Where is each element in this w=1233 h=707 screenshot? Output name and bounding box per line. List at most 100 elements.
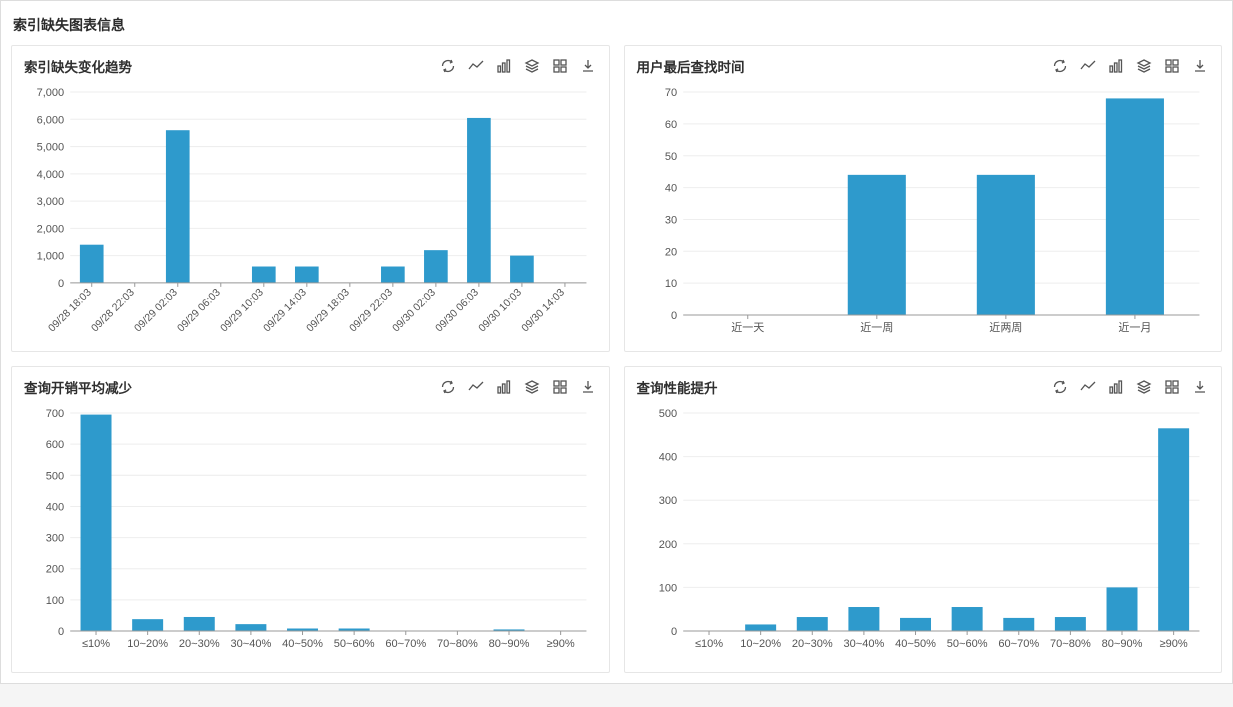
- bar[interactable]: [381, 267, 405, 283]
- chart-svg-last_lookup: 010203040506070近一天近一周近两周近一月: [637, 82, 1210, 343]
- line-icon[interactable]: [467, 57, 485, 75]
- bar[interactable]: [1106, 588, 1137, 632]
- svg-text:近一周: 近一周: [860, 321, 893, 334]
- svg-text:5,000: 5,000: [37, 142, 65, 154]
- svg-text:40: 40: [664, 183, 676, 195]
- svg-text:09/28 22:03: 09/28 22:03: [89, 286, 137, 334]
- bar[interactable]: [796, 617, 827, 631]
- svg-text:近两周: 近两周: [989, 321, 1022, 334]
- chart-body: 0100200300400500≤10%10~20%20~30%30~40%40…: [637, 403, 1210, 664]
- bar[interactable]: [132, 619, 163, 631]
- svg-text:50~60%: 50~60%: [334, 638, 375, 650]
- bar[interactable]: [81, 415, 112, 631]
- bars-icon[interactable]: [495, 57, 513, 75]
- bars-icon[interactable]: [1107, 57, 1125, 75]
- bar[interactable]: [510, 256, 534, 283]
- bar[interactable]: [745, 625, 776, 632]
- svg-text:30~40%: 30~40%: [843, 638, 884, 650]
- panel-header: 查询性能提升: [637, 377, 1210, 397]
- svg-text:09/30 10:03: 09/30 10:03: [476, 286, 524, 334]
- bar[interactable]: [1054, 617, 1085, 631]
- chart-svg-avg_cost_reduce: 0100200300400500600700≤10%10~20%20~30%30…: [24, 403, 597, 659]
- svg-text:50: 50: [664, 151, 676, 163]
- bar[interactable]: [951, 607, 982, 631]
- svg-text:600: 600: [46, 439, 64, 451]
- stack-icon[interactable]: [1135, 378, 1153, 396]
- bar[interactable]: [184, 617, 215, 631]
- svg-text:30: 30: [664, 214, 676, 226]
- line-icon[interactable]: [467, 378, 485, 396]
- svg-text:60: 60: [664, 119, 676, 131]
- download-icon[interactable]: [1191, 57, 1209, 75]
- svg-text:09/29 06:03: 09/29 06:03: [175, 286, 223, 334]
- chart-svg-perf_gain: 0100200300400500≤10%10~20%20~30%30~40%40…: [637, 403, 1210, 659]
- svg-text:≥90%: ≥90%: [1159, 638, 1187, 650]
- refresh-icon[interactable]: [1051, 378, 1069, 396]
- chart-svg-trend: 01,0002,0003,0004,0005,0006,0007,00009/2…: [24, 82, 597, 343]
- grid-icon[interactable]: [551, 378, 569, 396]
- svg-text:0: 0: [671, 626, 677, 638]
- bars-icon[interactable]: [1107, 378, 1125, 396]
- bar[interactable]: [235, 624, 266, 631]
- svg-text:300: 300: [46, 533, 64, 545]
- download-icon[interactable]: [579, 57, 597, 75]
- svg-text:60~70%: 60~70%: [998, 638, 1039, 650]
- svg-text:10: 10: [664, 278, 676, 290]
- svg-text:200: 200: [658, 539, 676, 551]
- svg-text:400: 400: [658, 452, 676, 464]
- chart-toolbar: [1051, 57, 1209, 75]
- refresh-icon[interactable]: [439, 57, 457, 75]
- bar[interactable]: [1003, 618, 1034, 631]
- svg-text:500: 500: [658, 408, 676, 420]
- bar[interactable]: [848, 607, 879, 631]
- bar[interactable]: [467, 118, 491, 283]
- svg-text:09/29 14:03: 09/29 14:03: [261, 286, 309, 334]
- svg-text:20: 20: [664, 246, 676, 258]
- stack-icon[interactable]: [523, 57, 541, 75]
- download-icon[interactable]: [1191, 378, 1209, 396]
- stack-icon[interactable]: [523, 378, 541, 396]
- chart-toolbar: [439, 378, 597, 396]
- bar[interactable]: [252, 267, 276, 283]
- bar[interactable]: [80, 245, 104, 283]
- svg-text:60~70%: 60~70%: [385, 638, 426, 650]
- svg-text:70~80%: 70~80%: [437, 638, 478, 650]
- bar[interactable]: [1105, 98, 1163, 315]
- svg-text:09/28 18:03: 09/28 18:03: [46, 286, 94, 334]
- line-icon[interactable]: [1079, 378, 1097, 396]
- svg-text:3,000: 3,000: [37, 196, 65, 208]
- bars-icon[interactable]: [495, 378, 513, 396]
- svg-text:09/29 22:03: 09/29 22:03: [347, 286, 395, 334]
- panel-avg-cost-reduce: 查询开销平均减少0100200300400500600700≤10%10~20%…: [11, 366, 610, 673]
- svg-text:70: 70: [664, 87, 676, 99]
- line-icon[interactable]: [1079, 57, 1097, 75]
- grid-icon[interactable]: [1163, 378, 1181, 396]
- bar[interactable]: [295, 267, 319, 283]
- refresh-icon[interactable]: [439, 378, 457, 396]
- svg-text:300: 300: [658, 495, 676, 507]
- bar[interactable]: [166, 130, 190, 283]
- dashboard-page: 索引缺失图表信息 索引缺失变化趋势01,0002,0003,0004,0005,…: [0, 0, 1233, 684]
- svg-text:0: 0: [671, 310, 677, 322]
- svg-text:100: 100: [658, 583, 676, 595]
- bar[interactable]: [900, 618, 931, 631]
- svg-text:50~60%: 50~60%: [946, 638, 987, 650]
- svg-text:0: 0: [58, 626, 64, 638]
- svg-text:200: 200: [46, 564, 64, 576]
- svg-text:≥90%: ≥90%: [547, 638, 575, 650]
- grid-icon[interactable]: [551, 57, 569, 75]
- svg-text:09/30 14:03: 09/30 14:03: [519, 286, 567, 334]
- stack-icon[interactable]: [1135, 57, 1153, 75]
- refresh-icon[interactable]: [1051, 57, 1069, 75]
- chart-toolbar: [439, 57, 597, 75]
- bar[interactable]: [976, 175, 1034, 315]
- panel-perf-gain: 查询性能提升0100200300400500≤10%10~20%20~30%30…: [624, 366, 1223, 673]
- bar[interactable]: [1158, 428, 1189, 631]
- grid-icon[interactable]: [1163, 57, 1181, 75]
- download-icon[interactable]: [579, 378, 597, 396]
- svg-text:100: 100: [46, 595, 64, 607]
- panel-header: 用户最后查找时间: [637, 56, 1210, 76]
- bar[interactable]: [847, 175, 905, 315]
- svg-text:09/29 02:03: 09/29 02:03: [132, 286, 180, 334]
- bar[interactable]: [424, 250, 448, 283]
